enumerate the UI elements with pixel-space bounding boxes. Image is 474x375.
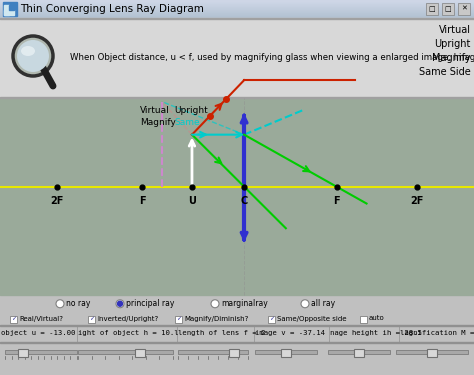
Bar — [0, 11, 474, 12]
Text: □: □ — [445, 6, 451, 12]
Text: 2F: 2F — [50, 196, 64, 206]
Bar — [0, 18, 474, 98]
Bar — [0, 297, 474, 312]
Text: lagnification M = 2.8: lagnification M = 2.8 — [400, 330, 474, 336]
Bar — [0, 3, 474, 4]
Circle shape — [116, 300, 124, 308]
Bar — [5, 350, 77, 354]
Bar — [458, 3, 470, 15]
Ellipse shape — [17, 40, 49, 72]
Bar — [0, 6, 474, 7]
Text: object u = -13.00: object u = -13.00 — [1, 330, 75, 336]
Bar — [3, 2, 17, 16]
Bar — [0, 325, 474, 326]
Text: Thin Converging Lens Ray Diagram: Thin Converging Lens Ray Diagram — [20, 4, 204, 14]
Text: ✓: ✓ — [11, 316, 16, 321]
Bar — [360, 315, 367, 322]
Bar — [0, 1, 474, 2]
Bar — [0, 12, 474, 13]
Text: Same: Same — [174, 118, 200, 127]
Text: 2F: 2F — [410, 196, 424, 206]
Bar — [0, 342, 474, 343]
Bar — [0, 17, 474, 18]
Bar — [4, 5, 9, 15]
Text: Magnify/Diminish?: Magnify/Diminish? — [184, 315, 248, 321]
Bar — [328, 350, 390, 354]
Bar — [442, 3, 454, 15]
Bar — [0, 342, 474, 375]
Bar — [268, 315, 275, 322]
Bar — [0, 9, 474, 10]
Bar — [229, 349, 239, 357]
Text: F: F — [139, 196, 146, 206]
Text: Inverted/Upright?: Inverted/Upright? — [97, 315, 158, 321]
Text: Upright: Upright — [435, 39, 471, 49]
Bar — [0, 312, 474, 325]
Bar — [0, 98, 474, 295]
Text: Virtual: Virtual — [140, 106, 170, 115]
Bar — [0, 5, 474, 6]
Text: no ray: no ray — [66, 299, 91, 308]
Bar — [0, 2, 474, 3]
Bar — [0, 18, 474, 19]
Text: all ray: all ray — [311, 299, 335, 308]
Circle shape — [56, 300, 64, 308]
Text: nage height ih = 28.5: nage height ih = 28.5 — [330, 330, 422, 336]
Bar — [88, 315, 95, 322]
Text: ✕: ✕ — [461, 6, 467, 12]
Bar — [18, 349, 28, 357]
Text: ight of object h = 10.l: ight of object h = 10.l — [78, 330, 179, 336]
Bar — [0, 16, 474, 17]
Bar — [0, 10, 474, 11]
Bar — [0, 13, 474, 14]
Text: U: U — [188, 196, 196, 206]
Text: ✓: ✓ — [176, 316, 181, 321]
Text: Magnify: Magnify — [432, 53, 471, 63]
Text: Same Side: Same Side — [419, 67, 471, 77]
Bar — [175, 315, 182, 322]
Text: Upright: Upright — [174, 106, 208, 115]
Bar — [0, 0, 474, 1]
Text: □: □ — [428, 6, 435, 12]
Text: principal ray: principal ray — [126, 299, 174, 308]
Bar — [354, 349, 364, 357]
Text: auto: auto — [369, 315, 385, 321]
Bar — [0, 7, 474, 8]
Bar — [426, 3, 438, 15]
Bar — [0, 4, 474, 5]
Bar — [0, 325, 474, 342]
Text: C: C — [240, 196, 248, 206]
Circle shape — [211, 300, 219, 308]
Ellipse shape — [13, 36, 53, 76]
Text: Real/Virtual?: Real/Virtual? — [19, 315, 63, 321]
Text: Virtual: Virtual — [439, 25, 471, 35]
Bar — [281, 349, 291, 357]
Bar — [255, 350, 317, 354]
Text: ✓: ✓ — [269, 316, 274, 321]
Text: Magnify: Magnify — [140, 118, 176, 127]
Text: length of lens f = 2: length of lens f = 2 — [178, 330, 265, 336]
Bar — [0, 97, 474, 98]
Circle shape — [118, 301, 122, 306]
Text: Same/Opposite side: Same/Opposite side — [277, 315, 346, 321]
Text: image v = -37.14: image v = -37.14 — [255, 330, 325, 336]
Bar — [178, 350, 248, 354]
Text: F: F — [333, 196, 340, 206]
Bar — [0, 15, 474, 16]
Circle shape — [301, 300, 309, 308]
Bar — [78, 350, 173, 354]
Bar — [4, 10, 14, 15]
Bar — [0, 8, 474, 9]
Text: ✓: ✓ — [89, 316, 94, 321]
Bar — [9, 5, 14, 10]
Ellipse shape — [21, 46, 35, 56]
Bar — [427, 349, 437, 357]
Bar — [135, 349, 145, 357]
Bar — [10, 315, 17, 322]
Text: When Object distance, u < f, used by magnifying glass when viewing a enlarged im: When Object distance, u < f, used by mag… — [70, 54, 474, 63]
Bar — [0, 14, 474, 15]
Text: marginalray: marginalray — [221, 299, 268, 308]
Bar — [396, 350, 468, 354]
